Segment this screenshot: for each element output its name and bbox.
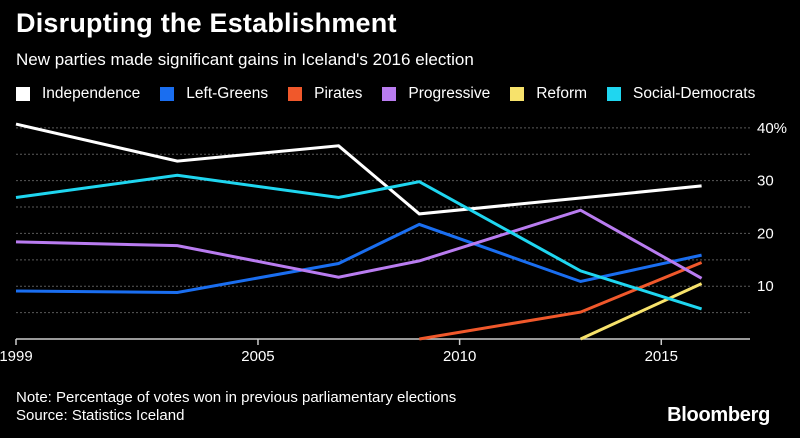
chart-subtitle: New parties made significant gains in Ic… [16,50,474,69]
legend-swatch [16,87,30,101]
series-line-progressive [15,208,703,280]
legend-swatch [382,87,397,101]
legend-item: Social-Democrats [607,85,755,103]
legend-item: Independence [16,85,140,103]
y-tick-label: 10 [757,278,774,295]
series-line-left-greens [15,222,702,295]
legend-item: Progressive [382,85,490,103]
legend-label: Social-Democrats [633,85,756,102]
legend-label: Pirates [314,85,363,102]
chart-title: Disrupting the Establishment [16,8,397,38]
chart-source: Source: Statistics Iceland [16,407,185,424]
legend-item: Reform [510,85,587,103]
series-line-independence [15,122,702,216]
legend-swatch [607,87,622,101]
legend-swatch [288,87,303,101]
series-line-reform [579,282,703,341]
y-tick-label: 20 [757,225,774,242]
legend-swatch [510,87,525,101]
y-tick-label: 40% [757,120,787,137]
chart-note: Note: Percentage of votes won in previou… [16,389,457,406]
legend-item: Pirates [288,85,362,103]
series-line-social-democrats [15,173,703,311]
legend-item: Left-Greens [160,85,268,103]
brand-logo: Bloomberg [667,404,770,426]
x-tick-label: 2010 [443,348,476,365]
x-tick-label: 1999 [0,348,33,365]
chart-legend: Independence Left-Greens Pirates Progressiv… [16,85,775,103]
legend-label: Progressive [408,85,491,102]
legend-swatch [160,87,175,101]
x-tick-label: 2005 [241,348,274,365]
series-line-pirates [419,261,703,341]
x-tick-label: 2015 [645,348,678,365]
legend-label: Left-Greens [186,85,269,102]
y-tick-label: 30 [757,173,774,190]
legend-label: Independence [42,85,141,102]
legend-label: Reform [536,85,588,102]
